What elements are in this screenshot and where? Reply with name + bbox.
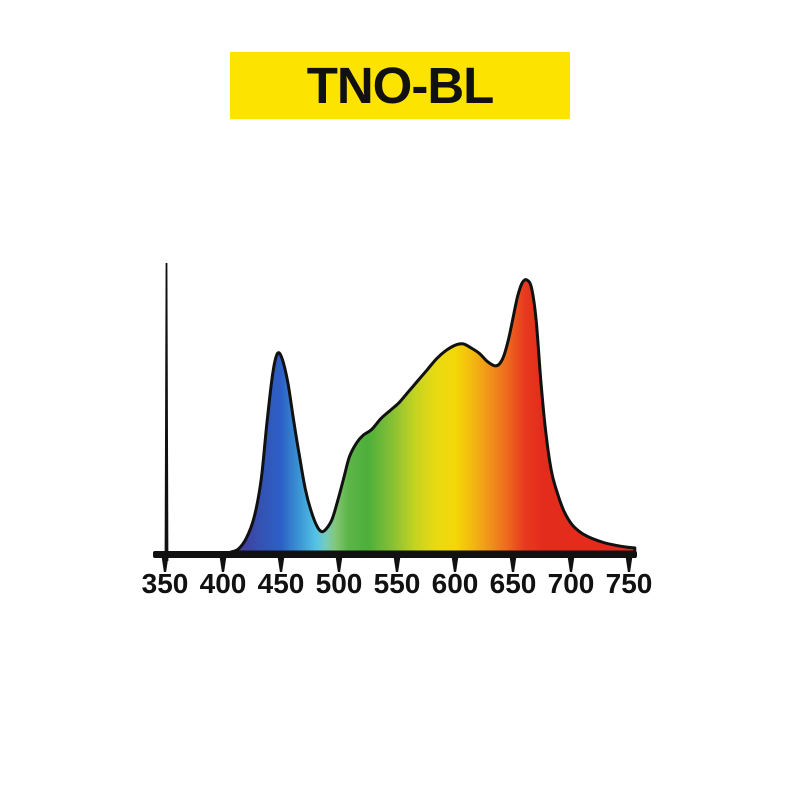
x-axis-line (153, 551, 637, 558)
x-tick-label: 750 (606, 568, 653, 599)
x-axis-tick (161, 558, 169, 572)
x-axis-tick (219, 558, 227, 572)
x-axis-labels: 350 400 450 500 550 600 650 700 750 (142, 568, 653, 599)
x-axis-ticks (161, 558, 633, 572)
x-axis-tick (567, 558, 575, 572)
x-axis-tick (509, 558, 517, 572)
x-tick-label: 600 (432, 568, 479, 599)
x-tick-label: 450 (258, 568, 305, 599)
x-tick-label: 650 (490, 568, 537, 599)
x-axis-tick (393, 558, 401, 572)
spectrum-curve (229, 278, 637, 554)
x-axis-tick (277, 558, 285, 572)
x-tick-label: 400 (200, 568, 247, 599)
x-tick-label: 500 (316, 568, 363, 599)
x-tick-label: 350 (142, 568, 189, 599)
x-axis-tick (451, 558, 459, 572)
x-tick-label: 700 (548, 568, 595, 599)
x-tick-label: 550 (374, 568, 421, 599)
x-axis-tick (625, 558, 633, 572)
product-title: TNO-BL (306, 57, 495, 114)
title-banner: TNO-BL (230, 52, 570, 119)
y-axis-line (164, 263, 169, 561)
x-axis-tick (335, 558, 343, 572)
